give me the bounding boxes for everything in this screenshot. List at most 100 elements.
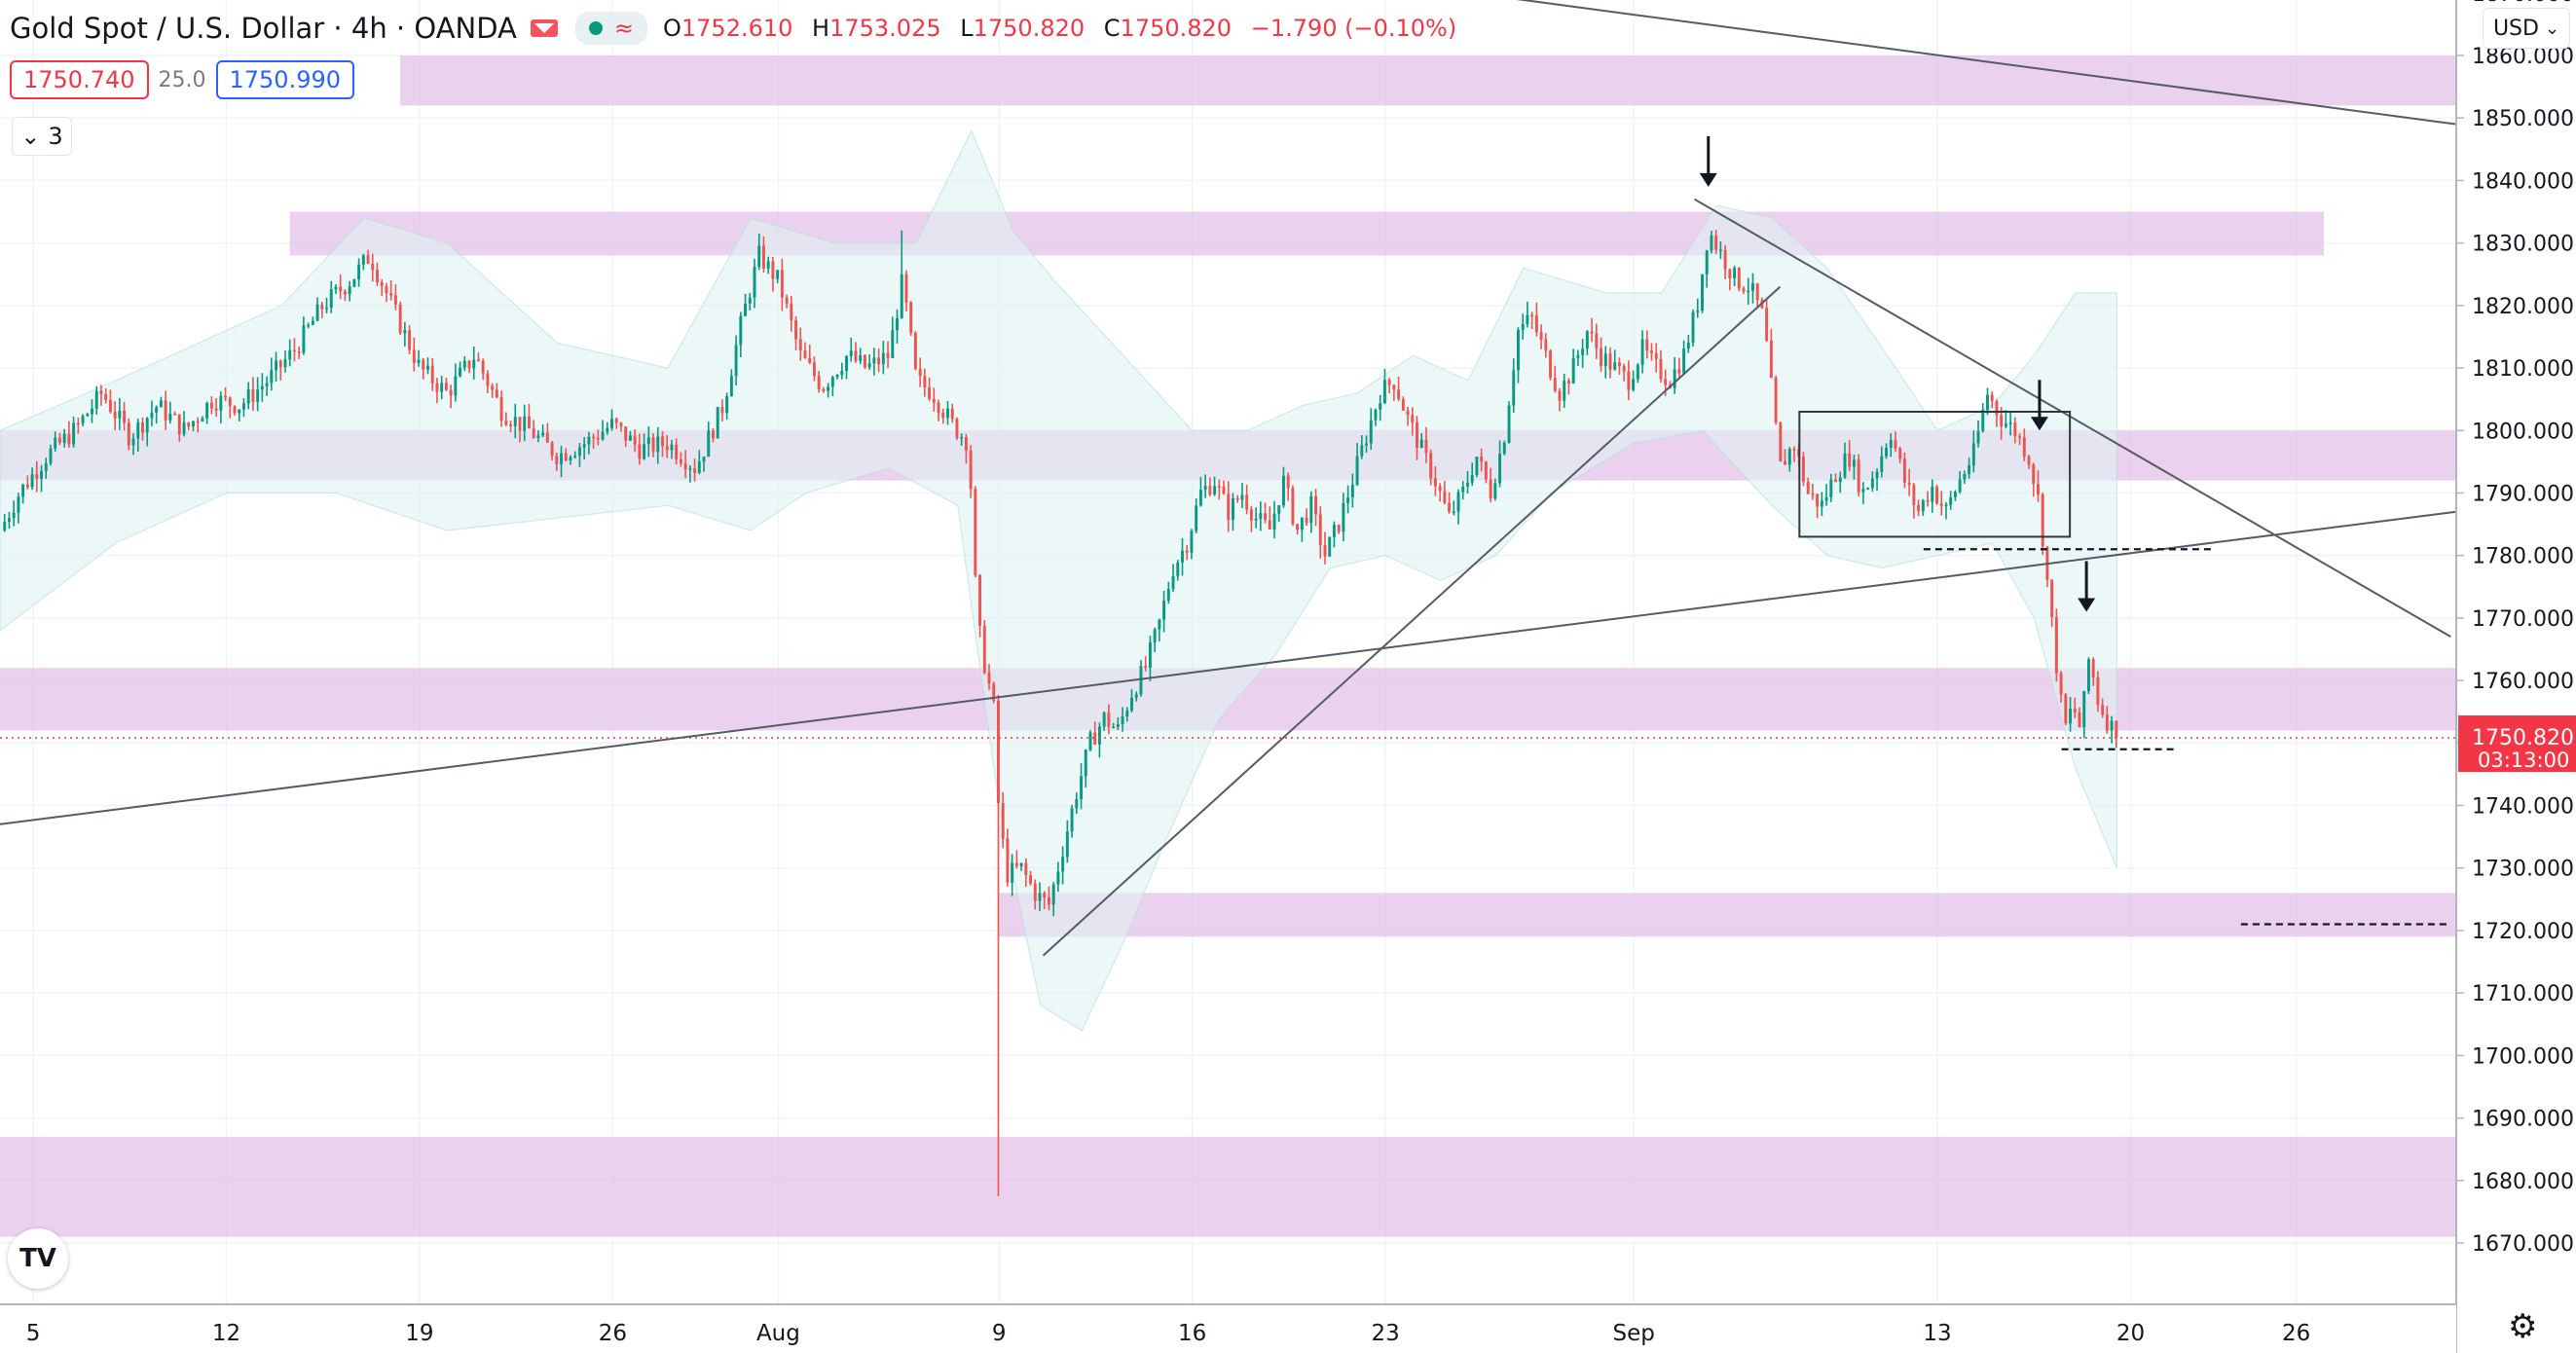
sell-button[interactable]: 1750.740: [10, 60, 149, 99]
candle: [57, 432, 61, 446]
candle: [1249, 505, 1253, 532]
candle-body: [1125, 710, 1129, 717]
candle-body: [849, 350, 853, 356]
candle: [1001, 791, 1005, 849]
candle: [707, 421, 711, 457]
candle: [1489, 467, 1492, 503]
candle: [904, 270, 908, 312]
candle-body: [302, 325, 306, 353]
candle-body: [2054, 617, 2058, 674]
candle-body: [748, 297, 752, 304]
candle-body: [638, 444, 642, 459]
candle: [1737, 267, 1741, 292]
candle-body: [1935, 487, 1938, 504]
candle-body: [624, 426, 628, 441]
candle-body: [1006, 838, 1010, 883]
candle-body: [812, 362, 816, 377]
candle: [1981, 403, 1985, 433]
candle-body: [495, 389, 498, 398]
candle-body: [2037, 484, 2040, 495]
candle: [785, 294, 789, 309]
gear-icon[interactable]: ⚙: [2508, 1307, 2538, 1346]
candle: [1300, 517, 1304, 542]
flag-icon[interactable]: [530, 19, 558, 37]
candle: [2037, 470, 2040, 502]
candle: [716, 407, 719, 439]
ohlc-low-key: L: [960, 15, 974, 42]
buy-button[interactable]: 1750.990: [215, 60, 355, 99]
candle-body: [1774, 378, 1778, 422]
candle-body: [1976, 430, 1980, 444]
candle-body: [1595, 333, 1599, 348]
x-tick-label: 13: [1923, 1321, 1951, 1346]
candle-body: [1563, 381, 1566, 401]
candle-body: [1912, 485, 1916, 505]
candle-body: [141, 421, 144, 433]
candle: [712, 427, 715, 443]
candle: [670, 439, 674, 459]
candle-body: [30, 474, 34, 488]
ohlc-open-value: 1752.610: [681, 15, 793, 42]
candle-body: [2082, 691, 2086, 728]
candle-body: [81, 416, 85, 423]
candle-body: [1880, 456, 1884, 472]
candle-body: [1475, 457, 1479, 475]
candle: [1130, 689, 1133, 713]
consolidation-box: [1798, 411, 2072, 538]
tradingview-logo[interactable]: TV: [8, 1228, 68, 1289]
candle: [1816, 494, 1820, 519]
candle-body: [241, 403, 245, 410]
candle-body: [1466, 482, 1469, 487]
candle-body: [408, 330, 412, 350]
candle: [228, 396, 232, 419]
candle-body: [454, 376, 458, 396]
candle-body: [1926, 499, 1930, 502]
indicators-toggle-button[interactable]: ⌄ 3: [12, 117, 72, 156]
currency-selector[interactable]: USD ⌄: [2483, 8, 2570, 49]
candle-body: [545, 432, 549, 443]
candle: [1038, 882, 1042, 911]
candle-body: [297, 351, 301, 353]
candle-body: [785, 297, 789, 304]
candle: [1774, 375, 1778, 425]
candle-body: [21, 484, 25, 497]
candle-body: [610, 419, 613, 428]
symbol-title[interactable]: Gold Spot / U.S. Dollar · 4h · OANDA: [10, 12, 517, 45]
candle-body: [1185, 550, 1189, 553]
candle: [1617, 357, 1621, 376]
interval-label[interactable]: 4h: [350, 12, 387, 45]
market-status-pill[interactable]: ≈: [574, 12, 647, 45]
candle: [417, 349, 421, 367]
candle-body: [1232, 497, 1234, 521]
candle: [1603, 346, 1607, 379]
candle-body: [1075, 799, 1079, 809]
candle: [1452, 500, 1455, 516]
candle: [467, 360, 471, 374]
candle-body: [1080, 776, 1083, 800]
candle: [1691, 309, 1695, 347]
x-tick-label: 9: [992, 1321, 1007, 1346]
candle: [577, 443, 581, 467]
candle-body: [1424, 439, 1428, 454]
candle: [1443, 481, 1447, 505]
candle-body: [1963, 474, 1967, 480]
candle: [307, 322, 311, 329]
candle: [108, 389, 112, 414]
candle: [1834, 473, 1838, 483]
candle-body: [790, 303, 793, 321]
candle: [1047, 886, 1050, 911]
candle: [1379, 394, 1382, 421]
candle: [1673, 356, 1676, 394]
x-tick-label: 16: [1178, 1321, 1206, 1346]
candle: [1907, 468, 1911, 496]
candle: [932, 387, 936, 413]
candle: [1107, 704, 1111, 735]
candle: [2101, 698, 2105, 718]
candle-body: [1861, 489, 1865, 493]
candle-body: [1701, 274, 1704, 311]
arrow-head: [2078, 598, 2096, 612]
candle-body: [913, 333, 917, 369]
candle: [462, 355, 466, 372]
candle-body: [1787, 449, 1791, 465]
